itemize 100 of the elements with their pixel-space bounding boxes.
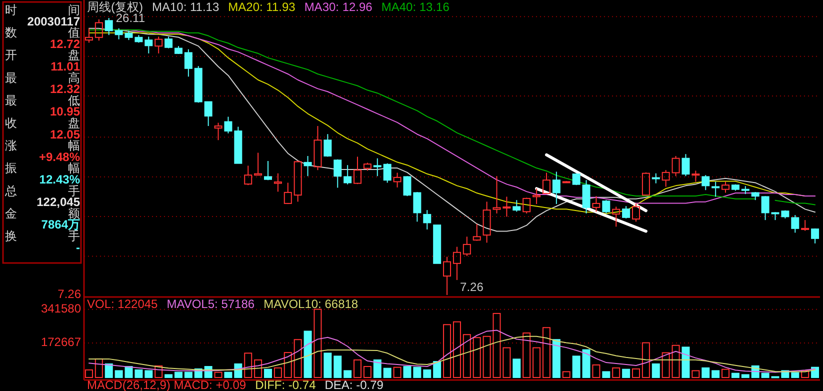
candlestick — [443, 256, 452, 296]
candlestick — [682, 154, 690, 177]
text: 数值 — [5, 26, 80, 40]
bar — [214, 372, 222, 378]
candlestick — [324, 134, 332, 158]
text: 换手 — [5, 229, 80, 243]
bar — [482, 336, 491, 378]
candlestick — [452, 246, 461, 281]
annotation: DIFF: -0.74 — [255, 378, 316, 391]
candlestick — [344, 164, 352, 185]
candlestick — [154, 36, 163, 54]
bar — [741, 374, 750, 378]
bar — [393, 366, 402, 378]
text: 7864万 — [41, 218, 80, 232]
candlestick — [423, 210, 432, 230]
candlestick — [104, 18, 113, 36]
bar — [94, 358, 103, 378]
bar — [164, 374, 173, 378]
candlestick — [383, 162, 392, 184]
candlestick — [334, 158, 342, 188]
candlestick — [512, 200, 521, 212]
bar — [692, 370, 700, 378]
bar — [622, 368, 630, 378]
bar — [702, 367, 710, 378]
text: 时间 — [5, 3, 80, 17]
candlestick — [612, 206, 620, 228]
bar — [383, 368, 392, 378]
candlestick — [164, 36, 173, 49]
candlestick — [712, 181, 720, 198]
bar — [423, 369, 432, 378]
bar — [632, 368, 640, 378]
bar — [582, 349, 590, 378]
candlestick — [204, 101, 212, 127]
candlestick — [304, 155, 312, 177]
candlestick — [413, 191, 422, 222]
text: 7.26 — [58, 287, 82, 302]
bar — [512, 358, 521, 378]
candlestick — [582, 180, 590, 214]
candlestick — [264, 160, 272, 181]
bar — [542, 327, 550, 378]
text: 振幅 — [5, 161, 80, 176]
bar — [672, 344, 680, 378]
bar — [334, 356, 342, 378]
bar — [403, 366, 412, 378]
candlestick — [403, 176, 412, 197]
bar — [184, 372, 192, 378]
bar — [612, 367, 620, 378]
candlestick — [482, 201, 491, 244]
bar — [443, 324, 452, 378]
bar — [532, 347, 541, 378]
text: MA40: 13.16 — [381, 0, 450, 14]
bar — [144, 370, 153, 378]
bar — [344, 370, 352, 378]
bar — [274, 367, 282, 378]
bar — [224, 372, 232, 378]
candlestick — [393, 172, 402, 188]
text: VOL: 122045 — [87, 297, 158, 311]
bar — [244, 352, 252, 378]
text: MAVOL10: 66818 — [264, 297, 358, 311]
annotation: 7.26 — [460, 280, 484, 294]
bar — [731, 372, 740, 378]
candlestick — [144, 36, 153, 54]
chart-title: 周线(复权) — [87, 0, 143, 14]
bar — [472, 337, 481, 378]
bar — [104, 363, 113, 378]
bar — [294, 339, 302, 378]
text: 开盘 — [5, 48, 80, 62]
bar — [373, 359, 382, 378]
text: 12.43% — [39, 172, 80, 186]
bar — [284, 352, 292, 378]
bar — [174, 372, 182, 378]
bar — [304, 330, 312, 378]
bar — [572, 356, 580, 378]
text: 总手 — [4, 184, 80, 198]
text: 收盘 — [5, 116, 80, 130]
bar — [363, 366, 372, 378]
bar — [592, 364, 600, 378]
text: MA20: 11.93 — [228, 0, 296, 14]
bar — [662, 352, 670, 378]
bar — [682, 346, 690, 378]
bar — [354, 359, 362, 378]
bar — [562, 371, 570, 378]
bar — [114, 370, 123, 378]
bar — [314, 308, 322, 378]
annotation: DEA: -0.79 — [324, 378, 384, 391]
candlestick — [622, 206, 630, 219]
candlestick — [224, 116, 232, 134]
bar — [324, 352, 332, 378]
text: MA30: 12.96 — [304, 0, 373, 14]
candlestick — [791, 214, 800, 234]
text: - — [76, 240, 80, 254]
text: 122,045 — [36, 195, 80, 210]
bar — [552, 339, 560, 378]
bar — [712, 370, 720, 378]
candlestick — [184, 48, 192, 78]
series-label: MA10: 11.13 — [152, 0, 220, 14]
text: 11.01 — [50, 60, 80, 74]
bar — [433, 361, 442, 378]
candlestick — [114, 28, 123, 40]
bar — [602, 371, 610, 378]
